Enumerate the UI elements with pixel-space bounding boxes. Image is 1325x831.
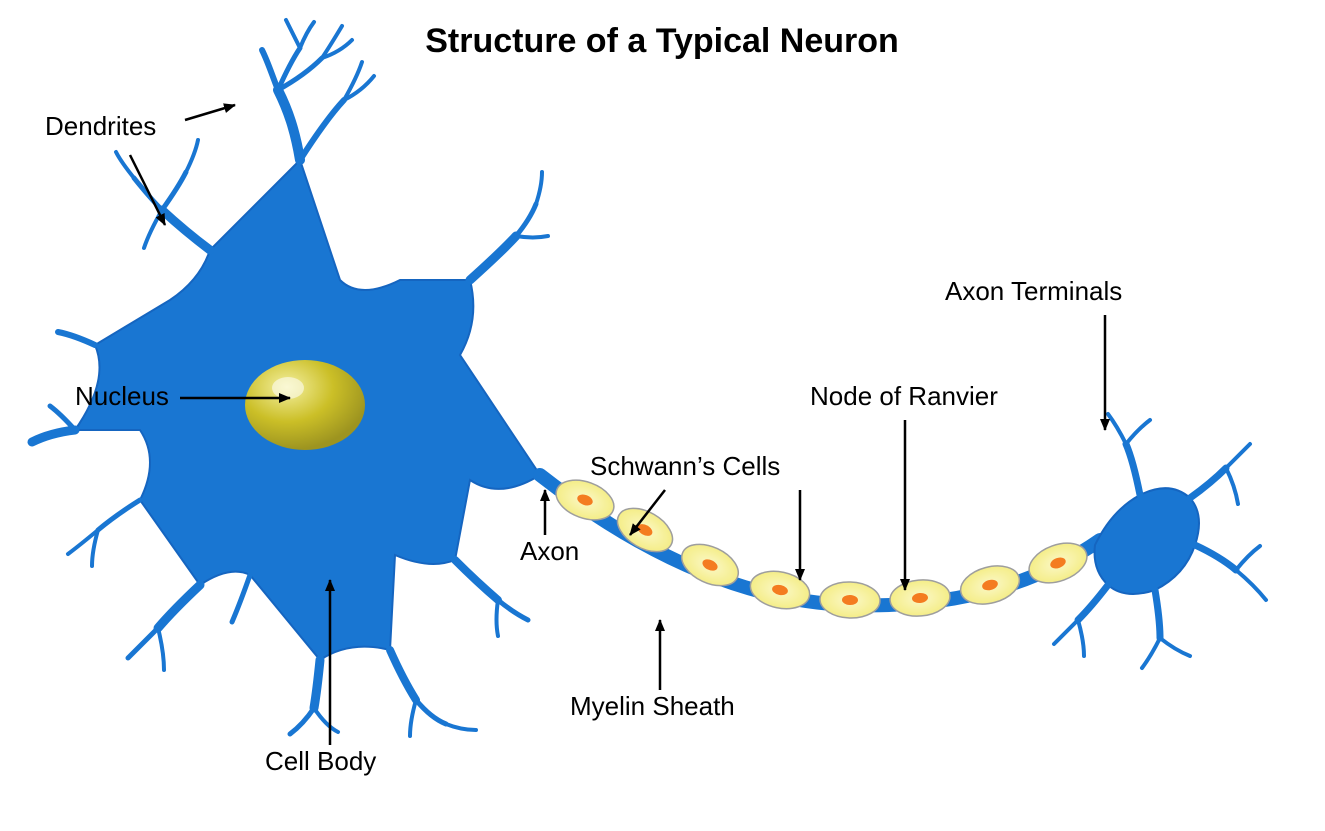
label-cell_body: Cell Body xyxy=(265,746,376,776)
label-schwann: Schwann’s Cells xyxy=(590,451,780,481)
axon-terminal-shape xyxy=(1054,414,1266,668)
arrow-dendrites_1 xyxy=(185,105,235,120)
label-node_ranvier: Node of Ranvier xyxy=(810,381,998,411)
neuron-diagram: Structure of a Typical Neuron xyxy=(0,0,1325,831)
label-nucleus: Nucleus xyxy=(75,381,169,411)
schwann-cell xyxy=(819,581,880,619)
label-myelin: Myelin Sheath xyxy=(570,691,735,721)
label-axon_terminals: Axon Terminals xyxy=(945,276,1122,306)
arrow-dendrites_2 xyxy=(130,155,165,225)
diagram-title: Structure of a Typical Neuron xyxy=(425,22,899,60)
label-axon: Axon xyxy=(520,536,579,566)
label-dendrites: Dendrites xyxy=(45,111,156,141)
nucleus-shape xyxy=(245,360,365,450)
schwann-cells xyxy=(551,473,1093,619)
schwann-cell xyxy=(889,577,952,618)
